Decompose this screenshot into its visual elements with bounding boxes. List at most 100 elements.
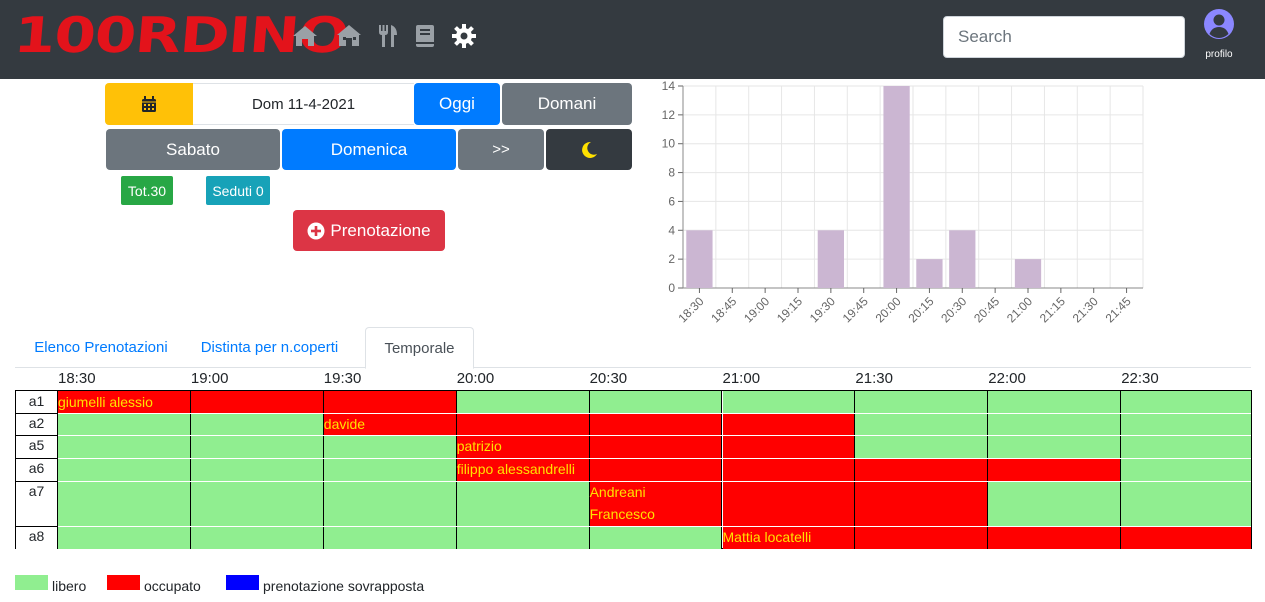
slot-occupied[interactable] xyxy=(589,481,723,526)
slot-free[interactable] xyxy=(323,526,457,549)
calendar-button[interactable] xyxy=(105,83,193,125)
slot-occupied[interactable] xyxy=(722,481,856,526)
tab-temporale[interactable]: Temporale xyxy=(365,327,474,369)
timeline-row: a1 xyxy=(16,391,1251,413)
slot-free[interactable] xyxy=(323,458,457,481)
slot-free[interactable] xyxy=(988,481,1122,526)
slot-free[interactable] xyxy=(589,526,723,549)
slot-free[interactable] xyxy=(190,435,324,458)
slot-free[interactable] xyxy=(323,435,457,458)
booking-name[interactable]: Francesco xyxy=(589,506,655,522)
new-booking-button[interactable]: Prenotazione xyxy=(293,210,445,251)
slot-free[interactable] xyxy=(190,481,324,526)
slot-occupied[interactable] xyxy=(722,526,856,549)
slot-occupied[interactable] xyxy=(1121,526,1251,549)
slot-occupied[interactable] xyxy=(988,458,1122,481)
slot-occupied[interactable] xyxy=(456,458,590,481)
slot-free[interactable] xyxy=(855,413,989,435)
slot-occupied[interactable] xyxy=(855,526,989,549)
slot-free[interactable] xyxy=(58,526,191,549)
time-slot-header: 22:30 xyxy=(1121,370,1159,387)
gear-icon[interactable] xyxy=(449,22,479,50)
table-label: a6 xyxy=(16,458,58,481)
slot-occupied[interactable] xyxy=(323,413,457,435)
saturday-button[interactable]: Sabato xyxy=(106,129,280,170)
slot-free[interactable] xyxy=(855,435,989,458)
booking-name[interactable]: giumelli alessio xyxy=(58,394,153,410)
legend-label: prenotazione sovrapposta xyxy=(263,578,425,594)
slot-occupied[interactable] xyxy=(722,413,856,435)
tomorrow-button[interactable]: Domani xyxy=(502,83,632,125)
house-icon[interactable] xyxy=(334,22,364,50)
slot-free[interactable] xyxy=(988,435,1122,458)
slot-free[interactable] xyxy=(323,481,457,526)
slot-free[interactable] xyxy=(1121,435,1251,458)
slot-occupied[interactable] xyxy=(722,458,856,481)
book-icon[interactable] xyxy=(410,22,440,50)
slot-free[interactable] xyxy=(1121,458,1251,481)
slot-free[interactable] xyxy=(1121,481,1251,526)
booking-name[interactable]: filippo alessandrelli xyxy=(456,461,575,477)
booking-name[interactable]: davide xyxy=(323,416,366,432)
slot-free[interactable] xyxy=(988,391,1122,413)
slot-occupied[interactable] xyxy=(589,458,723,481)
slot-occupied[interactable] xyxy=(855,458,989,481)
booking-name[interactable]: Andreani xyxy=(589,484,646,500)
x-tick-label: 18:30 xyxy=(675,294,706,325)
slot-free[interactable] xyxy=(589,391,723,413)
slot-occupied[interactable] xyxy=(988,526,1122,549)
slot-free[interactable] xyxy=(456,526,590,549)
timeline-row: a6 xyxy=(16,458,1251,481)
y-tick-label: 8 xyxy=(668,166,675,180)
slot-occupied[interactable] xyxy=(855,481,989,526)
slot-free[interactable] xyxy=(456,391,590,413)
time-slot-header: 19:30 xyxy=(323,370,362,387)
slot-free[interactable] xyxy=(58,458,191,481)
slot-occupied[interactable] xyxy=(589,413,723,435)
slot-free[interactable] xyxy=(190,526,324,549)
tab-distinta-coperti[interactable]: Distinta per n.coperti xyxy=(200,339,339,356)
tab-elenco-prenotazioni[interactable]: Elenco Prenotazioni xyxy=(34,339,168,356)
today-button[interactable]: Oggi xyxy=(414,83,500,125)
utensils-icon[interactable] xyxy=(373,22,403,50)
new-booking-label: Prenotazione xyxy=(330,220,431,240)
row-divider xyxy=(58,412,1251,414)
time-slot-header: 22:00 xyxy=(988,370,1026,387)
slot-occupied[interactable] xyxy=(456,413,590,435)
slot-free[interactable] xyxy=(1121,391,1251,413)
y-tick-label: 14 xyxy=(662,79,676,93)
slot-occupied[interactable] xyxy=(589,435,723,458)
home-icon[interactable] xyxy=(290,22,320,50)
slot-free[interactable] xyxy=(190,458,324,481)
timeline-row: a8 xyxy=(16,526,1251,549)
sunday-button[interactable]: Domenica xyxy=(282,129,456,170)
y-tick-label: 2 xyxy=(668,252,675,266)
slot-free[interactable] xyxy=(988,413,1122,435)
slot-free[interactable] xyxy=(58,413,191,435)
slot-occupied[interactable] xyxy=(190,391,324,413)
row-divider xyxy=(16,480,58,482)
table-label: a2 xyxy=(16,413,58,435)
slot-free[interactable] xyxy=(456,481,590,526)
slot-free[interactable] xyxy=(58,435,191,458)
booking-name[interactable]: patrizio xyxy=(456,438,502,454)
dark-mode-button[interactable] xyxy=(546,129,632,170)
slot-free[interactable] xyxy=(190,413,324,435)
slot-free[interactable] xyxy=(1121,413,1251,435)
search-input[interactable] xyxy=(943,16,1185,58)
slot-free[interactable] xyxy=(855,391,989,413)
slot-occupied[interactable] xyxy=(456,435,590,458)
slot-free[interactable] xyxy=(58,481,191,526)
slot-occupied[interactable] xyxy=(58,391,191,413)
top-navbar: 100RDINO profilo xyxy=(0,0,1265,79)
slot-occupied[interactable] xyxy=(722,435,856,458)
booking-name[interactable]: Mattia locatelli xyxy=(722,529,812,545)
slot-free[interactable] xyxy=(722,391,856,413)
next-button[interactable]: >> xyxy=(458,129,544,170)
profile-menu[interactable]: profilo xyxy=(1198,8,1240,60)
x-tick-label: 19:30 xyxy=(807,294,838,325)
slot-occupied[interactable] xyxy=(323,391,457,413)
timeline-row: a7 xyxy=(16,481,1251,526)
x-tick-label: 19:00 xyxy=(741,294,772,325)
user-avatar-icon[interactable] xyxy=(1203,8,1235,40)
